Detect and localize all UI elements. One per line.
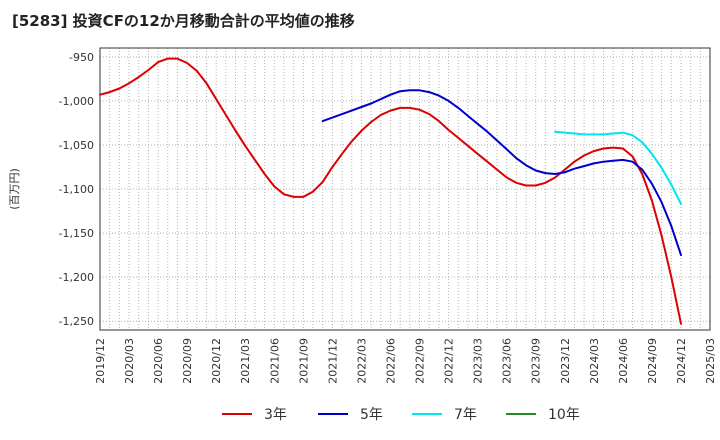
y-axis-label: (百万円) xyxy=(8,168,21,210)
x-tick-label: 2021/09 xyxy=(297,338,310,384)
x-tick-label: 2022/12 xyxy=(443,338,456,384)
legend-label: 7年 xyxy=(454,407,477,423)
x-tick-label: 2024/12 xyxy=(675,338,688,384)
x-tick-label: 2021/03 xyxy=(239,338,252,384)
x-tick-label: 2025/03 xyxy=(704,338,717,384)
y-tick-label: -1,150 xyxy=(59,227,94,240)
x-tick-label: 2022/06 xyxy=(384,338,397,384)
x-tick-label: 2024/06 xyxy=(617,338,630,384)
x-tick-label: 2023/06 xyxy=(501,338,514,384)
x-tick-label: 2020/09 xyxy=(181,338,194,384)
x-tick-label: 2022/03 xyxy=(355,338,368,384)
x-tick-label: 2021/06 xyxy=(268,338,281,384)
legend-label: 5年 xyxy=(360,407,383,423)
y-tick-label: -1,050 xyxy=(59,139,94,152)
y-tick-label: -1,200 xyxy=(59,271,94,284)
x-tick-label: 2023/03 xyxy=(472,338,485,384)
legend-label: 3年 xyxy=(264,407,287,423)
legend-label: 10年 xyxy=(548,407,580,423)
x-tick-label: 2023/09 xyxy=(530,338,543,384)
series-line-5年 xyxy=(321,89,682,257)
chart-title: [5283] 投資CFの12か月移動合計の平均値の推移 xyxy=(12,12,355,30)
y-tick-label: -1,250 xyxy=(59,315,94,328)
plot-area xyxy=(100,48,710,330)
x-tick-label: 2023/12 xyxy=(559,338,572,384)
y-tick-label: -1,100 xyxy=(59,183,94,196)
series-line-7年 xyxy=(554,130,682,205)
y-tick-label: -950 xyxy=(69,51,94,64)
plot-frame xyxy=(99,47,711,331)
x-tick-label: 2019/12 xyxy=(94,338,107,384)
x-tick-label: 2020/06 xyxy=(152,338,165,384)
x-tick-label: 2024/09 xyxy=(646,338,659,384)
x-tick-label: 2022/09 xyxy=(414,338,427,384)
series-line-3年 xyxy=(99,57,682,325)
x-tick-label: 2021/12 xyxy=(326,338,339,384)
x-tick-label: 2020/03 xyxy=(123,338,136,384)
y-tick-label: -1,000 xyxy=(59,95,94,108)
x-tick-label: 2024/03 xyxy=(588,338,601,384)
x-tick-label: 2020/12 xyxy=(210,338,223,384)
